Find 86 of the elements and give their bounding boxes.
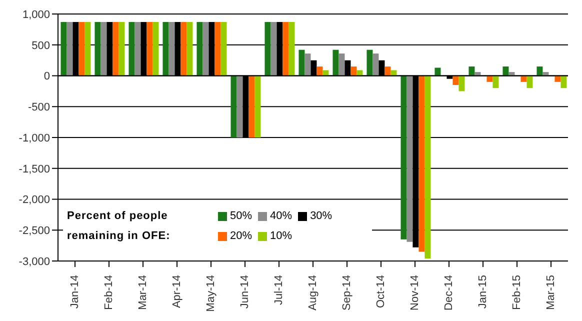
y-tick-label: -2,500 [18,225,50,238]
legend-label: 20% [229,230,252,242]
y-tick-label: 1,000 [22,8,50,21]
bar [458,76,465,92]
x-tick-label: Mar-14 [137,275,149,310]
x-tick-label: Nov-14 [409,275,421,310]
y-tick-label: 500 [32,40,50,52]
legend-title: Percent of people remaining in OFE: [67,209,172,244]
bar [542,72,549,76]
bar [502,66,509,76]
bar [372,54,379,76]
x-tick-label: Feb-15 [511,275,523,310]
x-tick-label: Jul-14 [273,275,285,305]
x-tick-label: Sep-14 [341,275,353,310]
bar [78,22,85,76]
bar [162,22,169,76]
bar [118,22,125,76]
bar [282,22,289,76]
y-tick-label: -1,000 [18,132,50,144]
bar [254,76,261,138]
bar [168,22,175,76]
bar [384,66,391,76]
bar [418,76,425,252]
bar [356,70,363,76]
bar [264,22,271,76]
bar [338,54,345,76]
bar [492,76,499,88]
legend-label: 10% [269,230,292,242]
x-tick-label: Jan-15 [477,275,489,309]
x-tick-label: Oct-14 [375,275,387,308]
y-tick-label: -3,000 [18,256,50,268]
bar [288,22,295,76]
bar [60,22,67,76]
legend-label: 30% [309,210,332,222]
bar [214,22,221,76]
bar [390,70,397,76]
x-tick-label: Aug-14 [307,275,319,310]
bar [112,22,119,76]
x-tick-label: May-14 [205,275,217,312]
x-tick-label: Feb-14 [103,275,115,310]
bar [316,66,323,76]
x-tick-label: Dec-14 [443,275,455,310]
bar [146,22,153,76]
bar [180,22,187,76]
bar [452,76,459,86]
bar [134,22,141,76]
bar [94,22,101,76]
bar [434,68,441,76]
bar [508,72,515,76]
bar [424,76,431,259]
bar [236,76,243,138]
legend-label: 40% [269,210,292,222]
bar [304,54,311,76]
bar [152,22,159,76]
legend-label: 50% [229,210,252,222]
y-tick-label: -500 [28,102,50,114]
bar [248,76,255,138]
bar [560,76,567,88]
bar [526,76,533,88]
y-tick-label: 0 [44,70,50,83]
bar [366,50,373,76]
bar [270,22,277,76]
bar [100,22,107,76]
x-tick-label: Apr-14 [171,275,183,308]
bar [298,50,305,76]
bar [468,66,475,76]
bar [220,22,227,76]
bar [400,76,407,240]
bar [536,66,543,76]
bar [322,70,329,76]
bar [474,72,481,76]
y-tick-label: -2,000 [18,194,50,206]
bar [332,50,339,76]
bar [202,22,209,76]
x-tick-label: Jan-14 [69,275,81,309]
bar [350,66,357,76]
bar [186,22,193,76]
bar [84,22,91,76]
bar [406,76,413,242]
bar [230,76,237,138]
x-tick-label: Jun-14 [239,275,251,309]
x-tick-label: Mar-15 [545,275,557,310]
bar [196,22,203,76]
y-tick-label: -1,500 [18,163,50,176]
bar [66,22,73,76]
bar [128,22,135,76]
